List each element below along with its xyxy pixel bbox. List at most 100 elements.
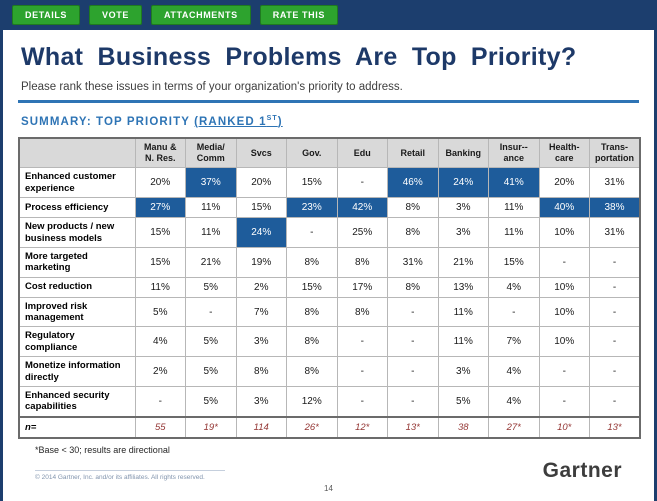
column-header: Svcs: [235, 137, 287, 169]
attachments-button[interactable]: ATTACHMENTS: [150, 5, 251, 25]
vote-button[interactable]: VOTE: [89, 5, 142, 25]
value-cell: -: [387, 326, 439, 358]
value-cell: 19%: [235, 246, 287, 278]
row-label: New products / new business models: [18, 217, 136, 248]
table-row: Process efficiency 27% 11% 15% 23% 42% 8% 3% 11%…: [18, 197, 641, 219]
value-cell: 37%: [185, 167, 237, 199]
value-cell: 11%: [488, 217, 540, 248]
table-header-row: Manu & N. Res. Media/ Comm Svcs Gov. Edu Reta…: [18, 137, 641, 169]
value-cell: 40%: [538, 197, 590, 219]
value-cell: 3%: [437, 197, 489, 219]
table-row: Monetize information directly 2% 5% 8% 8% - -3…: [18, 356, 641, 388]
value-cell: 8%: [286, 246, 338, 278]
value-cell: 15%: [286, 167, 338, 199]
table-row: Enhanced customer experience 20% 37% 20% 15%…: [18, 167, 641, 199]
value-cell: -: [589, 276, 641, 298]
value-cell: 46%: [387, 167, 439, 199]
value-cell: 5%: [185, 386, 237, 418]
value-cell: 15%: [286, 276, 338, 298]
value-cell: 10%: [538, 326, 590, 358]
value-cell: 24%: [437, 167, 489, 199]
value-cell: 23%: [286, 197, 338, 219]
page-number: 14: [324, 483, 333, 493]
value-cell: 8%: [387, 217, 439, 248]
ranked-link-close: ): [277, 115, 283, 128]
value-cell: 20%: [235, 167, 287, 199]
footer-bar: © 2014 Gartner, Inc. and/or its affiliat…: [18, 455, 639, 481]
value-cell: 27%: [134, 197, 186, 219]
slide-content: What Business Problems Are Top Priority?…: [3, 43, 654, 493]
value-cell: 42%: [336, 197, 388, 219]
table-row: Improved risk management 5% -7% 8% 8% -11% -10…: [18, 296, 641, 328]
footnote: *Base < 30; results are directional: [35, 444, 170, 455]
value-cell: 3%: [235, 326, 287, 358]
value-cell: 11%: [488, 197, 540, 219]
value-cell: 5%: [185, 326, 237, 358]
value-cell: -: [387, 296, 439, 328]
value-cell: -: [387, 386, 439, 418]
table-corner-cell: [18, 137, 136, 169]
value-cell: 21%: [185, 246, 237, 278]
value-cell: -: [589, 296, 641, 328]
n-cell: 13*: [589, 415, 641, 439]
n-cell: 13*: [387, 415, 439, 439]
value-cell: 7%: [235, 296, 287, 328]
value-cell: 20%: [134, 167, 186, 199]
value-cell: 8%: [286, 296, 338, 328]
value-cell: 15%: [235, 197, 287, 219]
value-cell: 2%: [235, 276, 287, 298]
value-cell: -: [387, 356, 439, 388]
value-cell: 4%: [488, 386, 540, 418]
n-cell: 55: [134, 415, 186, 439]
value-cell: 10%: [538, 217, 590, 248]
value-cell: 5%: [437, 386, 489, 418]
column-header: Insur-- ance: [488, 137, 540, 169]
ranked-first-link[interactable]: (RANKED 1ST): [194, 115, 283, 128]
value-cell: 8%: [235, 356, 287, 388]
value-cell: 8%: [336, 296, 388, 328]
value-cell: 41%: [488, 167, 540, 199]
n-cell: 38: [437, 415, 489, 439]
value-cell: 5%: [185, 276, 237, 298]
priority-table: Manu & N. Res. Media/ Comm Svcs Gov. Edu Reta…: [18, 136, 641, 439]
value-cell: -: [589, 356, 641, 388]
value-cell: -: [589, 386, 641, 418]
summary-label: SUMMARY: TOP PRIORITY: [21, 115, 190, 128]
value-cell: -: [336, 167, 388, 199]
value-cell: 31%: [387, 246, 439, 278]
value-cell: 21%: [437, 246, 489, 278]
row-label: Enhanced security capabilities: [18, 386, 136, 418]
value-cell: 4%: [134, 326, 186, 358]
value-cell: 8%: [336, 246, 388, 278]
value-cell: 24%: [235, 217, 287, 248]
value-cell: 11%: [437, 296, 489, 328]
column-header: Banking: [437, 137, 489, 169]
value-cell: 3%: [437, 217, 489, 248]
table-row: More targeted marketing 15% 21% 19% 8% 8% 31% 2…: [18, 246, 641, 278]
value-cell: 31%: [589, 217, 641, 248]
value-cell: 8%: [286, 356, 338, 388]
value-cell: 25%: [336, 217, 388, 248]
value-cell: 38%: [589, 197, 641, 219]
column-header: Gov.: [286, 137, 338, 169]
summary-line: SUMMARY: TOP PRIORITY (RANKED 1ST): [21, 115, 639, 128]
value-cell: 17%: [336, 276, 388, 298]
column-header: Retail: [387, 137, 439, 169]
value-cell: 3%: [437, 356, 489, 388]
value-cell: -: [589, 326, 641, 358]
row-label: More targeted marketing: [18, 246, 136, 278]
value-cell: -: [286, 217, 338, 248]
value-cell: 2%: [134, 356, 186, 388]
value-cell: 8%: [387, 276, 439, 298]
table-head: Manu & N. Res. Media/ Comm Svcs Gov. Edu Reta…: [18, 137, 641, 169]
ranked-link-sup: ST: [266, 115, 278, 122]
value-cell: 11%: [437, 326, 489, 358]
value-cell: -: [134, 386, 186, 418]
details-button[interactable]: DETAILS: [12, 5, 81, 25]
column-header: Media/ Comm: [185, 137, 237, 169]
value-cell: -: [336, 326, 388, 358]
table-row: Cost reduction 11% 5% 2% 15% 17% 8% 13% 4% 10% -: [18, 276, 641, 298]
rate-this-button[interactable]: RATE THIS: [259, 5, 338, 25]
value-cell: -: [185, 296, 237, 328]
